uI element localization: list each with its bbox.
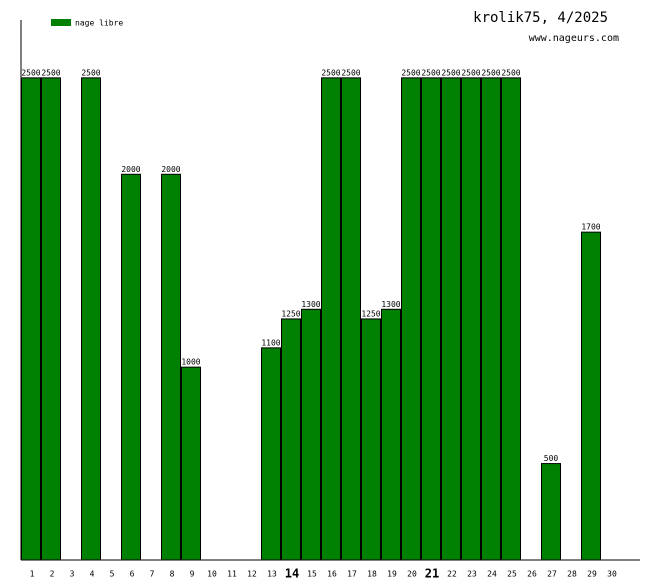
x-tick-label: 24 (487, 570, 497, 579)
bar (301, 308, 321, 561)
x-tick-label: 2 (50, 570, 55, 579)
bar (181, 366, 201, 561)
value-label: 2500 (321, 68, 340, 77)
value-label: 2000 (121, 165, 140, 174)
chart-title: krolik75, 4/2025 (473, 10, 608, 26)
bar (541, 463, 561, 561)
x-tick-label: 5 (110, 570, 115, 579)
x-tick-label: 16 (327, 570, 337, 579)
bar (21, 77, 41, 561)
x-tick-label: 3 (70, 570, 75, 579)
x-tick-label: 20 (407, 570, 417, 579)
x-tick-label: 28 (567, 570, 577, 579)
legend-label: nage libre (75, 19, 123, 28)
value-label: 1250 (281, 309, 300, 318)
bar (321, 77, 341, 561)
value-label: 2500 (401, 68, 420, 77)
x-tick-label: 18 (367, 570, 377, 579)
bar (401, 77, 421, 561)
bar (281, 318, 301, 561)
value-label: 1300 (381, 300, 400, 309)
x-tick-label: 11 (227, 570, 237, 579)
chart-subtitle: www.nageurs.com (529, 33, 619, 44)
value-label: 2500 (441, 68, 460, 77)
bar (481, 77, 501, 561)
bar (421, 77, 441, 561)
value-label: 1300 (301, 300, 320, 309)
x-tick-label: 19 (387, 570, 397, 579)
x-tick-label: 9 (190, 570, 195, 579)
value-label: 1250 (361, 309, 380, 318)
x-tick-label: 15 (307, 570, 317, 579)
legend-swatch (51, 19, 71, 26)
bar (41, 77, 61, 561)
x-tick-label: 21 (425, 567, 439, 580)
value-label: 2000 (161, 165, 180, 174)
x-tick-label: 4 (90, 570, 95, 579)
bar (81, 77, 101, 561)
x-tick-label: 29 (587, 570, 597, 579)
x-tick-label: 27 (547, 570, 557, 579)
x-tick-label: 10 (207, 570, 217, 579)
value-label: 1700 (581, 223, 600, 232)
bar (441, 77, 461, 561)
value-label: 2500 (461, 68, 480, 77)
x-tick-label: 1 (30, 570, 35, 579)
x-tick-label: 26 (527, 570, 537, 579)
x-tick-label: 7 (150, 570, 155, 579)
value-label: 2500 (41, 68, 60, 77)
x-tick-label: 22 (447, 570, 457, 579)
bar (461, 77, 481, 561)
bar (381, 308, 401, 561)
x-tick-label: 12 (247, 570, 257, 579)
value-label: 500 (544, 454, 559, 463)
bar (361, 318, 381, 561)
bar (581, 231, 601, 561)
x-tick-label: 6 (130, 570, 135, 579)
x-tick-label: 13 (267, 570, 277, 579)
x-tick-label: 17 (347, 570, 357, 579)
value-label: 2500 (341, 68, 360, 77)
value-label: 1000 (181, 358, 200, 367)
bar (121, 173, 141, 561)
bar (341, 77, 361, 561)
x-tick-label: 8 (170, 570, 175, 579)
value-label: 2500 (421, 68, 440, 77)
value-label: 2500 (81, 68, 100, 77)
bar (501, 77, 521, 561)
bar (161, 173, 181, 561)
value-label: 2500 (501, 68, 520, 77)
x-tick-label: 14 (285, 567, 299, 580)
value-label: 2500 (481, 68, 500, 77)
x-tick-label: 30 (607, 570, 617, 579)
x-tick-label: 23 (467, 570, 477, 579)
x-tick-label: 25 (507, 570, 517, 579)
bar (261, 347, 281, 561)
value-label: 1100 (261, 338, 280, 347)
value-label: 2500 (21, 68, 40, 77)
